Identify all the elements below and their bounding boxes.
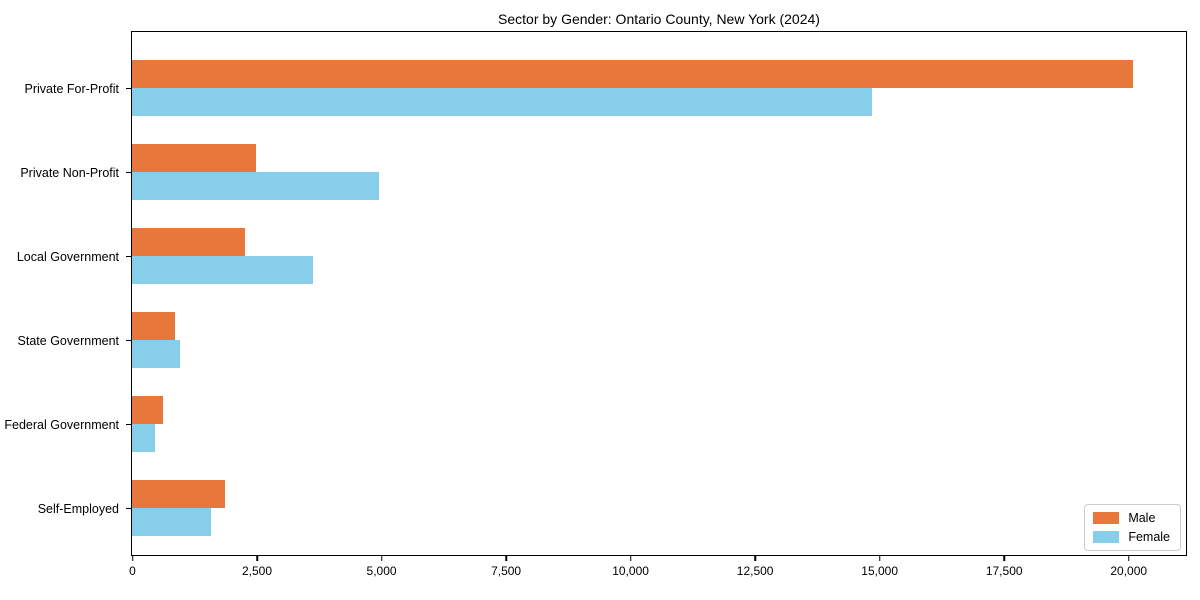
y-label-self-employed: Self-Employed	[37, 501, 119, 516]
legend-entry-female: Female	[1093, 530, 1170, 544]
y-tick-mark	[126, 423, 131, 426]
y-label-private-for-profit: Private For-Profit	[24, 81, 119, 96]
plot-area	[131, 31, 1187, 556]
x-tick-label-17-500: 17,500	[985, 564, 1023, 578]
bar-male-federal-government	[132, 396, 163, 424]
y-tick-mark	[126, 507, 131, 510]
bar-male-local-government	[132, 228, 245, 256]
x-tick-mark	[878, 556, 881, 561]
legend-label-male: Male	[1128, 511, 1156, 525]
y-axis-labels: Private For-Profit Private Non-Profit Loca…	[0, 31, 123, 556]
legend: Male Female	[1084, 504, 1181, 551]
x-tick-mark	[256, 556, 258, 561]
bar-female-private-non-profit	[132, 172, 380, 200]
y-tick-mark	[126, 255, 131, 258]
chart-title: Sector by Gender: Ontario County, New Yo…	[498, 11, 820, 27]
x-tick-label-20-000: 20,000	[1110, 564, 1148, 578]
x-tick-label-5-000: 5,000	[366, 564, 397, 578]
bar-female-federal-government	[132, 424, 155, 452]
y-tick-mark	[126, 339, 131, 342]
legend-swatch-male-icon	[1093, 512, 1120, 524]
bar-female-self-employed	[132, 508, 212, 536]
legend-entry-male: Male	[1093, 511, 1170, 525]
y-label-state-government: State Government	[17, 333, 119, 348]
y-label-federal-government: Federal Government	[4, 417, 119, 432]
bar-male-private-non-profit	[132, 144, 257, 172]
x-tick-mark	[1003, 556, 1005, 561]
legend-label-female: Female	[1128, 530, 1170, 544]
y-tick-mark	[126, 87, 131, 90]
y-label-local-government: Local Government	[16, 249, 119, 264]
x-tick-label-10-000: 10,000	[612, 564, 649, 578]
x-tick-mark	[380, 556, 383, 561]
x-tick-label-0: 0	[129, 564, 136, 578]
x-tick-label-15-000: 15,000	[861, 564, 899, 578]
bar-male-self-employed	[132, 480, 225, 508]
bar-female-local-government	[132, 256, 313, 284]
bar-female-private-for-profit	[132, 88, 873, 116]
x-axis-ticks: 0 2,500 5,000 7,500 10,000 12,500 15,000 17,500…	[129, 556, 1187, 588]
bar-female-state-government	[132, 340, 180, 368]
x-tick-label-7-500: 7,500	[491, 564, 522, 578]
x-tick-label-12-500: 12,500	[736, 564, 774, 578]
x-tick-mark	[131, 556, 134, 561]
x-tick-mark	[1127, 556, 1130, 561]
x-tick-mark	[629, 556, 632, 561]
bar-male-private-for-profit	[132, 60, 1134, 88]
x-tick-label-2-500: 2,500	[242, 564, 273, 578]
y-tick-mark	[126, 171, 131, 174]
y-label-private-non-profit: Private Non-Profit	[20, 165, 119, 180]
legend-swatch-female-icon	[1093, 531, 1120, 543]
x-tick-mark	[505, 556, 507, 561]
bar-male-state-government	[132, 312, 176, 340]
x-tick-mark	[754, 556, 756, 561]
